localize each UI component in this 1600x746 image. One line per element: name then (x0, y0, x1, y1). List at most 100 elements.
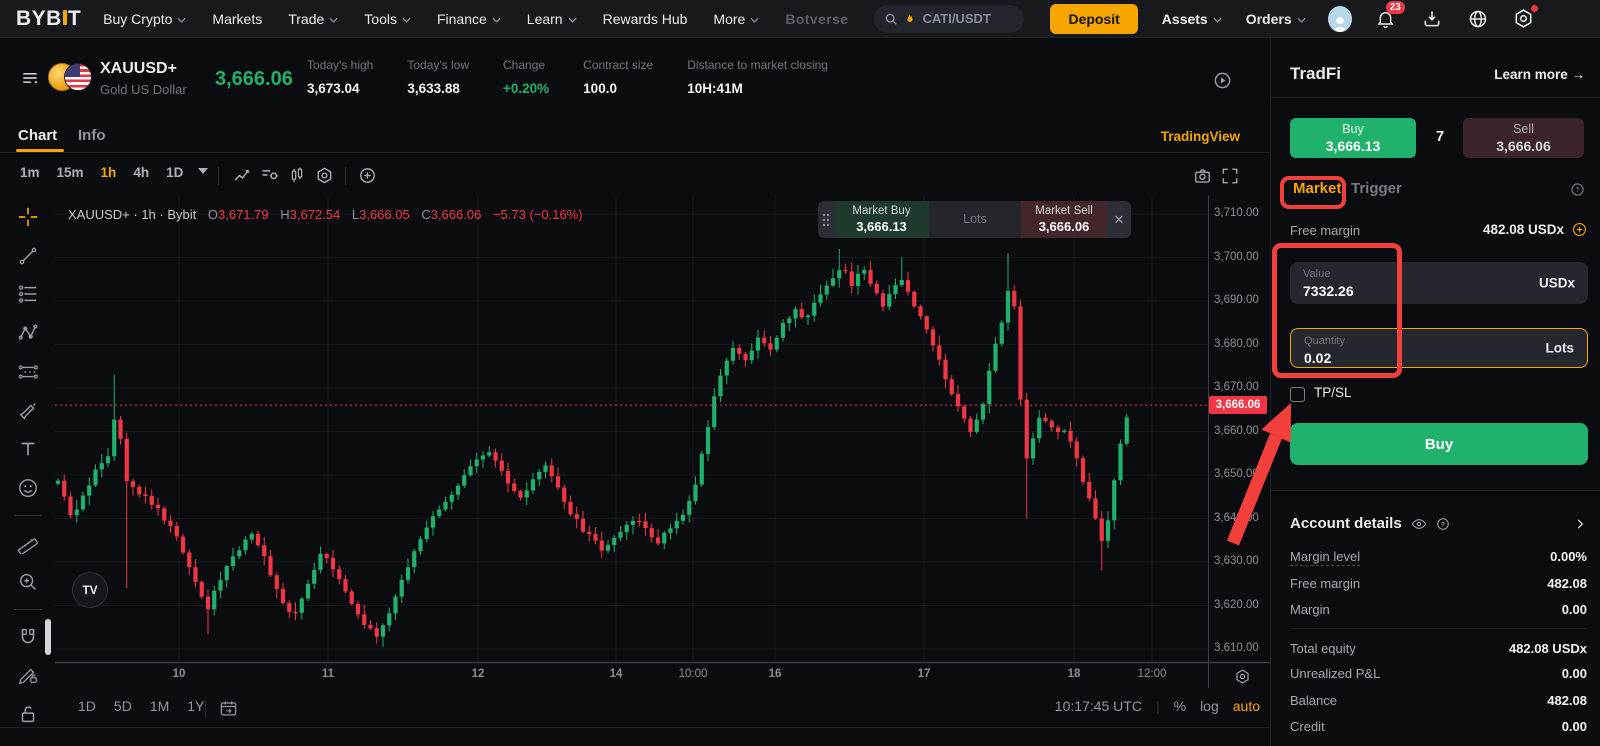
interval-1D[interactable]: 1D (166, 165, 184, 180)
tab-chart[interactable]: Chart (18, 127, 58, 144)
tradingview-link[interactable]: TradingView (1160, 129, 1240, 144)
percent-scale-toggle[interactable]: % (1173, 698, 1187, 714)
x-axis-label: 10:00 (678, 668, 708, 680)
indicators-icon[interactable] (260, 165, 280, 185)
fib-tool[interactable] (16, 283, 40, 307)
nav-item-label: Markets (212, 10, 263, 27)
nav-item-trade[interactable]: Trade (288, 11, 338, 27)
brush-tool[interactable] (16, 399, 40, 423)
download-icon (1424, 11, 1440, 26)
drag-handle[interactable] (818, 201, 834, 238)
chart-settings-icon[interactable] (314, 165, 334, 185)
instrument-list-icon[interactable] (18, 66, 42, 90)
last-price: 3,666.06 (215, 68, 293, 90)
instrument-symbol[interactable]: XAUUSD+ (100, 60, 177, 77)
x-axis-label: 12:00 (1137, 668, 1167, 680)
eye-icon[interactable] (1411, 518, 1427, 530)
interval-1h[interactable]: 1h (100, 165, 117, 180)
account-row-label: Unrealized P&L (1290, 666, 1381, 681)
log-scale-toggle[interactable]: log (1200, 698, 1219, 714)
tab-trigger[interactable]: Trigger (1351, 180, 1402, 197)
clock[interactable]: 10:17:45 UTC (1054, 698, 1142, 714)
help-icon[interactable]: ? (1570, 182, 1585, 197)
language-globe[interactable] (1466, 7, 1490, 31)
bybit-logo[interactable]: BYB T (16, 7, 81, 31)
add-funds-icon[interactable] (1572, 222, 1587, 237)
nav-item-markets[interactable]: Markets (212, 11, 262, 27)
market-order-widget: Market Buy 3,666.13 Lots Market Sell 3,666… (818, 201, 1131, 238)
nav-item-tools[interactable]: Tools (364, 11, 411, 27)
interval-dropdown[interactable] (196, 168, 208, 174)
search-input[interactable]: CATI/USDT (874, 4, 1025, 33)
person-icon (1331, 16, 1348, 32)
account-details-header[interactable]: Account details ? (1290, 515, 1450, 532)
divider (13, 515, 42, 517)
chevron-down-icon (750, 17, 759, 23)
trade-panel: TradFi Learn more → Buy 3,666.13 7 Sell … (1270, 38, 1600, 746)
tab-info[interactable]: Info (78, 127, 106, 144)
range-1D[interactable]: 1D (78, 698, 96, 714)
market-buy-button[interactable]: Market Buy 3,666.13 (834, 201, 929, 238)
nav-item-orders[interactable]: Orders (1246, 11, 1306, 27)
video-play-icon[interactable] (1210, 68, 1234, 92)
text-tool[interactable] (16, 438, 40, 462)
market-sell-button[interactable]: Market Sell 3,666.06 (1021, 201, 1107, 238)
nav-item-more[interactable]: More (713, 11, 759, 27)
measure-tool[interactable] (16, 531, 40, 555)
nav-item-finance[interactable]: Finance (437, 11, 501, 27)
candle-style-icon[interactable] (287, 165, 307, 185)
tradingview-logo[interactable]: TV (72, 572, 108, 608)
sell-price-button[interactable]: Sell 3,666.06 (1463, 118, 1584, 158)
pane-scrollbar[interactable] (44, 618, 52, 656)
fullscreen-icon[interactable] (1220, 166, 1240, 186)
candlestick-chart[interactable] (0, 0, 1270, 746)
pattern-tool[interactable] (16, 321, 40, 345)
avatar[interactable] (1327, 5, 1352, 32)
quantity-input[interactable]: Quantity 0.02 Lots (1290, 328, 1588, 368)
range-5D[interactable]: 5D (113, 698, 132, 714)
learn-more-link[interactable]: Learn more → (1494, 67, 1585, 82)
line-chart-style-icon[interactable] (232, 165, 252, 185)
drawing-lock-tool[interactable] (16, 663, 40, 687)
trendline-tool[interactable] (16, 244, 40, 268)
help-icon[interactable]: ? (1436, 517, 1450, 531)
position-tool[interactable] (16, 360, 40, 384)
nav-item-botverse[interactable]: Botverse (785, 10, 849, 27)
range-1Y[interactable]: 1Y (187, 698, 205, 714)
buy-price-button[interactable]: Buy 3,666.13 (1290, 118, 1416, 158)
camera-snapshot-icon[interactable] (1192, 166, 1212, 186)
emoji-tool[interactable] (16, 476, 40, 500)
notifications-bell[interactable]: 23 (1374, 0, 1405, 31)
magnet-tool[interactable] (16, 625, 40, 649)
interval-4h[interactable]: 4h (133, 165, 150, 180)
nav-item-assets[interactable]: Assets (1162, 11, 1222, 27)
download-app-icon[interactable] (1420, 7, 1444, 31)
submit-buy-button[interactable]: Buy (1290, 423, 1588, 465)
support-icon[interactable] (1512, 4, 1538, 31)
x-axis-label: 11 (321, 668, 335, 680)
deposit-button[interactable]: Deposit (1050, 3, 1138, 34)
auto-scale-toggle[interactable]: auto (1232, 698, 1260, 714)
add-compare-icon[interactable] (357, 165, 377, 185)
nav-item-learn[interactable]: Learn (527, 11, 577, 27)
crosshair-tool[interactable] (16, 205, 40, 229)
range-1M[interactable]: 1M (149, 698, 170, 714)
tab-market[interactable]: Market (1293, 180, 1342, 197)
lock-all-tool[interactable] (16, 702, 40, 726)
sell-price: 3,666.06 (1496, 138, 1551, 155)
chevron-right-icon[interactable] (1573, 517, 1587, 531)
close-icon[interactable]: ✕ (1113, 211, 1125, 227)
go-to-date-icon[interactable] (218, 698, 238, 718)
nav-item-buy-crypto[interactable]: Buy Crypto (103, 11, 186, 27)
account-row-value: 482.08 (1547, 693, 1587, 708)
lots-selector[interactable]: Lots (929, 201, 1021, 238)
value-input[interactable]: Value 7332.26 USDx (1290, 262, 1588, 304)
nav-item-rewards-hub[interactable]: Rewards Hub (603, 11, 688, 27)
axis-settings-gear-icon[interactable] (1232, 666, 1252, 686)
interval-1m[interactable]: 1m (20, 165, 40, 180)
account-row-label: Margin level (1290, 549, 1361, 566)
interval-15m[interactable]: 15m (56, 165, 84, 180)
tpsl-checkbox[interactable] (1290, 387, 1305, 402)
legend-title: XAUUSD+ · 1h · Bybit (68, 207, 197, 222)
zoom-in-tool[interactable] (16, 570, 40, 594)
